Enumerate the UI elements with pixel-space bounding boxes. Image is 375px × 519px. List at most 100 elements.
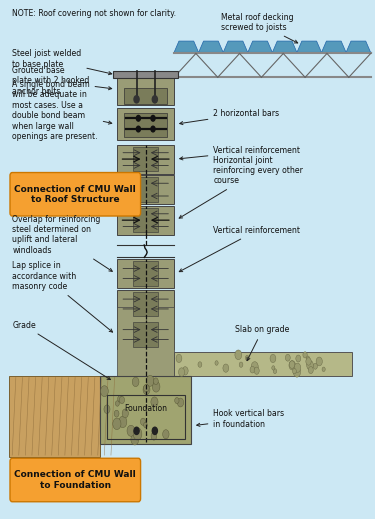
Circle shape <box>313 363 317 369</box>
Text: Foundation: Foundation <box>124 404 167 413</box>
Bar <box>133 147 158 171</box>
Bar <box>100 376 191 444</box>
Polygon shape <box>199 41 223 52</box>
Circle shape <box>151 432 157 440</box>
Bar <box>133 208 158 233</box>
Text: Grouted base
plate with 2 hooked
anchor bolts: Grouted base plate with 2 hooked anchor … <box>12 66 112 96</box>
Bar <box>117 290 174 319</box>
Circle shape <box>239 362 243 367</box>
Circle shape <box>134 95 139 103</box>
Circle shape <box>293 367 300 377</box>
Circle shape <box>127 425 135 436</box>
Bar <box>174 352 352 376</box>
Circle shape <box>308 366 313 374</box>
Polygon shape <box>248 41 272 52</box>
Circle shape <box>272 366 275 370</box>
Polygon shape <box>297 41 321 52</box>
Bar <box>133 292 158 316</box>
Circle shape <box>176 354 182 363</box>
Circle shape <box>273 368 277 374</box>
Circle shape <box>289 361 295 368</box>
Circle shape <box>182 366 188 375</box>
Circle shape <box>151 126 155 132</box>
Bar <box>117 145 174 173</box>
Polygon shape <box>174 41 199 52</box>
Polygon shape <box>223 41 248 52</box>
Circle shape <box>151 115 155 121</box>
Text: NOTE: Roof covering not shown for clarity.: NOTE: Roof covering not shown for clarit… <box>12 9 176 18</box>
Text: Connection of CMU Wall
to Foundation: Connection of CMU Wall to Foundation <box>14 470 136 490</box>
Bar <box>117 206 174 235</box>
Text: Grade: Grade <box>12 321 110 379</box>
Circle shape <box>152 95 157 103</box>
Circle shape <box>270 354 276 363</box>
Text: Vertical reinforcement: Vertical reinforcement <box>179 226 300 271</box>
Circle shape <box>198 362 202 367</box>
Text: Slab on grade: Slab on grade <box>235 325 290 361</box>
Circle shape <box>178 368 184 376</box>
Circle shape <box>250 366 255 373</box>
FancyBboxPatch shape <box>10 172 141 216</box>
Bar <box>117 307 174 376</box>
Text: A single bond beam
will be adequate in
most cases. Use a
double bond beam
when l: A single bond beam will be adequate in m… <box>12 80 112 141</box>
Circle shape <box>292 368 296 374</box>
Circle shape <box>119 397 124 404</box>
Circle shape <box>153 378 158 385</box>
Circle shape <box>119 416 127 428</box>
Circle shape <box>100 386 108 397</box>
Circle shape <box>296 355 301 362</box>
Circle shape <box>289 361 296 370</box>
Circle shape <box>104 405 110 414</box>
Circle shape <box>113 418 121 430</box>
Circle shape <box>245 356 249 361</box>
Circle shape <box>294 363 301 373</box>
Circle shape <box>175 398 179 404</box>
Text: 2 horizontal bars: 2 horizontal bars <box>180 109 279 125</box>
Circle shape <box>307 361 314 370</box>
Circle shape <box>118 395 122 402</box>
Circle shape <box>122 409 128 418</box>
Circle shape <box>143 385 150 394</box>
Circle shape <box>215 361 218 365</box>
Bar <box>117 175 174 204</box>
Bar <box>124 113 167 136</box>
Polygon shape <box>346 41 370 52</box>
Bar <box>117 78 174 105</box>
Circle shape <box>322 367 325 372</box>
Circle shape <box>285 354 290 361</box>
Circle shape <box>251 362 258 372</box>
Polygon shape <box>321 41 346 52</box>
Bar <box>124 88 167 104</box>
Bar <box>107 395 185 439</box>
FancyBboxPatch shape <box>10 458 141 502</box>
Circle shape <box>152 427 157 434</box>
Circle shape <box>223 364 229 372</box>
Text: Hook vertical bars
in foundation: Hook vertical bars in foundation <box>197 409 285 429</box>
Polygon shape <box>9 376 117 457</box>
Text: Metal roof decking
screwed to joists: Metal roof decking screwed to joists <box>220 13 298 43</box>
Bar <box>133 261 158 285</box>
Circle shape <box>254 367 259 374</box>
Bar <box>133 177 158 202</box>
Circle shape <box>132 377 139 387</box>
Text: Lap splice in
accordance with
masonry code: Lap splice in accordance with masonry co… <box>12 261 112 332</box>
Circle shape <box>134 427 139 434</box>
Circle shape <box>144 422 147 428</box>
Bar <box>113 71 178 78</box>
Circle shape <box>306 356 310 361</box>
Circle shape <box>146 375 154 386</box>
Circle shape <box>303 352 307 358</box>
Circle shape <box>136 126 140 132</box>
Polygon shape <box>272 41 297 52</box>
Circle shape <box>131 434 139 445</box>
Text: Connection of CMU Wall
to Roof Structure: Connection of CMU Wall to Roof Structure <box>14 185 136 204</box>
Bar <box>117 108 174 141</box>
Circle shape <box>114 410 119 417</box>
Circle shape <box>306 358 311 365</box>
Circle shape <box>316 357 322 366</box>
Bar <box>117 320 174 349</box>
Circle shape <box>133 428 142 440</box>
Text: Overlap for reinforcing
steel determined on
uplift and lateral
windloads: Overlap for reinforcing steel determined… <box>12 214 112 271</box>
Bar <box>133 322 158 347</box>
Text: Steel joist welded
to base plate: Steel joist welded to base plate <box>12 49 112 75</box>
